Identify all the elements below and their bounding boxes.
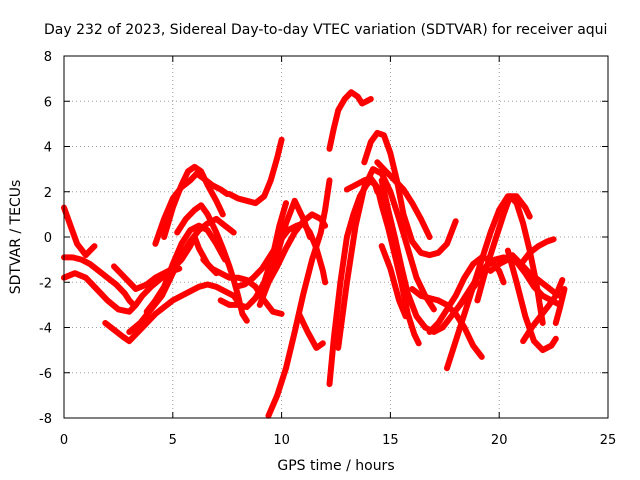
y-tick-label: 8 <box>44 50 52 65</box>
series-track-9 <box>161 163 226 240</box>
series-track-18 <box>296 310 326 351</box>
data-series <box>61 89 568 419</box>
x-tick-label: 25 <box>600 433 617 448</box>
series-track-31 <box>474 193 546 326</box>
x-tick-label: 10 <box>273 433 290 448</box>
series-track-36 <box>552 286 568 326</box>
y-tick-label: 6 <box>44 95 52 110</box>
chart-title: Day 232 of 2023, Sidereal Day-to-day VTE… <box>44 22 607 38</box>
series-track-17 <box>265 177 333 419</box>
y-tick-label: -6 <box>39 367 52 382</box>
series-track-29 <box>444 193 533 372</box>
series-track-21 <box>335 166 437 351</box>
x-tick-labels: 0 5 10 15 20 25 <box>60 433 616 448</box>
series-track-32 <box>487 256 564 308</box>
series-track-24 <box>374 159 433 240</box>
series-track-22 <box>343 175 422 347</box>
y-tick-label: -4 <box>39 322 52 337</box>
series-track-23 <box>361 129 459 259</box>
series-track-20 <box>326 89 374 152</box>
series-track-35 <box>520 277 566 345</box>
y-tick-label: -8 <box>39 412 52 427</box>
y-tick-label: 0 <box>44 231 52 246</box>
x-axis-title: GPS time / hours <box>277 458 394 474</box>
series-track-13 <box>226 136 285 207</box>
x-tick-label: 15 <box>382 433 399 448</box>
series-track-4 <box>102 281 244 345</box>
y-axis-title: SDTVAR / TECUs <box>8 180 24 295</box>
x-tick-label: 0 <box>60 433 68 448</box>
series-track-33 <box>504 247 559 354</box>
x-tick-label: 5 <box>169 433 177 448</box>
series-track-34 <box>509 236 557 268</box>
series-track-10 <box>174 202 250 324</box>
series-track-16 <box>256 197 313 308</box>
series-track-7 <box>143 222 228 315</box>
series-track-2 <box>61 254 137 308</box>
y-tick-labels: -8 -6 -4 -2 0 2 4 6 8 <box>39 50 52 427</box>
x-tick-label: 20 <box>491 433 508 448</box>
series-track-1 <box>61 204 98 259</box>
series-track-11 <box>200 256 285 317</box>
y-tick-label: 4 <box>44 141 52 156</box>
series-track-26 <box>378 243 409 320</box>
y-tick-label: -2 <box>39 276 52 291</box>
axis-ticks <box>63 55 609 419</box>
series-track-8 <box>152 170 231 247</box>
y-tick-label: 2 <box>44 186 52 201</box>
